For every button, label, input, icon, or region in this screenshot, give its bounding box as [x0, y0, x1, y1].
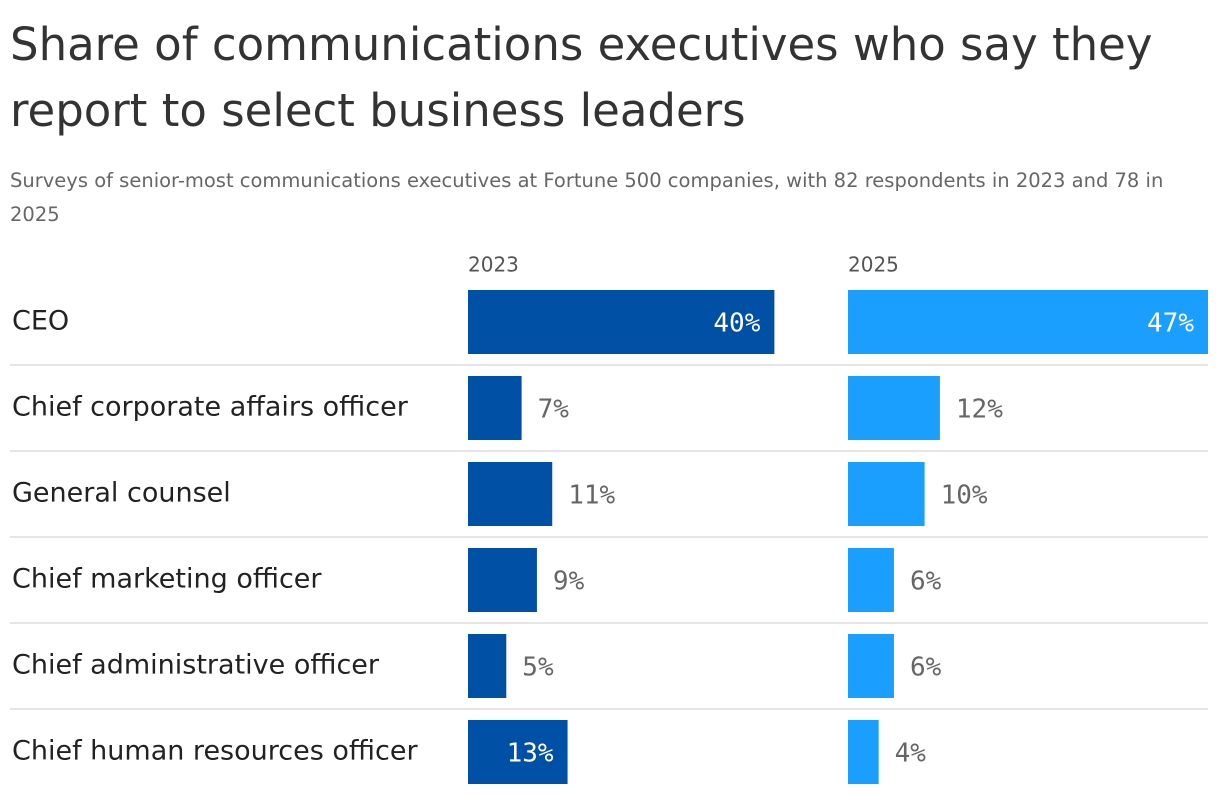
value-label: 13%: [507, 739, 554, 769]
bar: [468, 376, 522, 440]
value-label: 7%: [538, 395, 570, 425]
category-label: Chief corporate affairs officer: [12, 392, 409, 423]
bar: [468, 548, 537, 612]
chart-subtitle: Surveys of senior-most communications ex…: [10, 169, 1164, 226]
bar: [468, 634, 507, 698]
bar: [848, 548, 894, 612]
bar: [848, 376, 940, 440]
value-label: 47%: [1147, 309, 1194, 339]
value-label: 5%: [522, 653, 554, 683]
value-label: 4%: [895, 739, 927, 769]
value-label: 11%: [568, 481, 615, 511]
bar: [468, 290, 775, 354]
bar: [468, 720, 568, 784]
bar: [848, 462, 925, 526]
category-label: Chief human resources officer: [12, 736, 418, 767]
category-label: Chief administrative officer: [12, 650, 380, 681]
value-label: 9%: [553, 567, 585, 597]
value-label: 6%: [910, 567, 942, 597]
bar: [848, 634, 894, 698]
category-label: Chief marketing officer: [12, 564, 322, 595]
panel-header: 2025: [848, 253, 899, 277]
value-label: 10%: [941, 481, 988, 511]
bar: [848, 720, 879, 784]
category-label: CEO: [12, 306, 69, 337]
value-label: 12%: [956, 395, 1003, 425]
value-label: 40%: [713, 309, 760, 339]
panel-header: 2023: [468, 253, 519, 277]
value-label: 6%: [910, 653, 942, 683]
bar: [468, 462, 553, 526]
bar: [848, 290, 1208, 354]
chart-title: Share of communications executives who s…: [10, 18, 1153, 137]
category-label: General counsel: [12, 478, 231, 509]
